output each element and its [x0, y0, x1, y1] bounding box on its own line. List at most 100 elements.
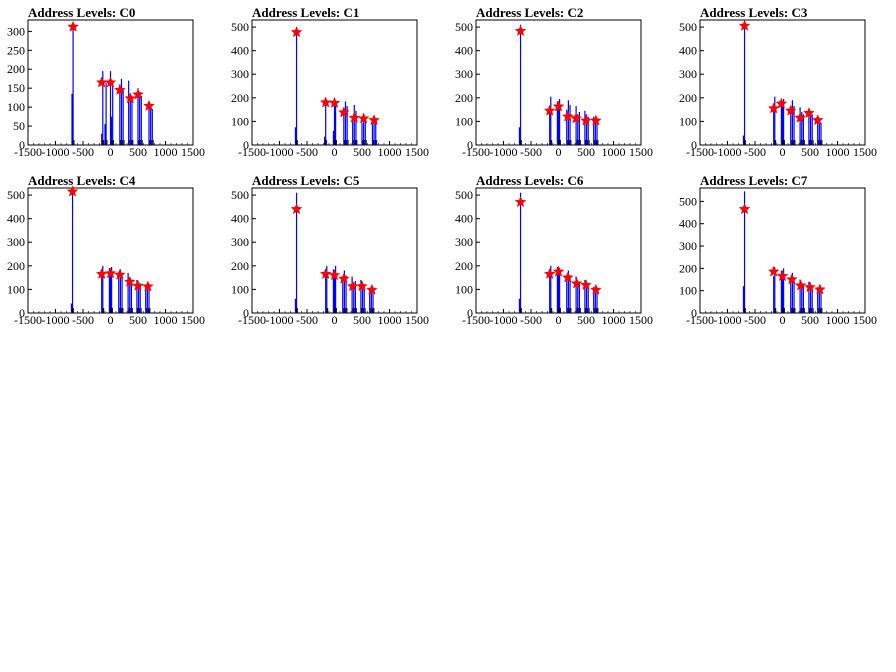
peak-marker	[738, 19, 751, 31]
x-tick-label: -1000	[490, 313, 518, 327]
x-tick-label: -500	[520, 313, 542, 327]
y-tick-label: 400	[679, 217, 697, 231]
histogram-plot: -1500 -1000 -500 0 500 1000 1500 0 100 200 300 400 5…	[7, 185, 205, 327]
y-tick-label: 100	[231, 114, 249, 128]
peak-marker	[337, 272, 350, 284]
histogram-panel-2: Address Levels: C2 -1500 -1000 -500 0 500 1000…	[448, 0, 672, 168]
x-tick-label: -1000	[42, 313, 70, 327]
peak-marker	[290, 203, 303, 215]
peak-marker	[775, 97, 788, 109]
histogram-plot: -1500 -1000 -500 0 500 1000 1500 0 100 200 300 400 5…	[679, 187, 877, 327]
peak-marker	[95, 76, 108, 88]
x-tick-label: -500	[520, 145, 542, 159]
y-tick-label: 400	[679, 44, 697, 58]
x-tick-label: 1500	[181, 313, 205, 327]
y-tick-label: 400	[231, 44, 249, 58]
panel-title: Address Levels: C1	[252, 5, 360, 20]
y-tick-label: 400	[7, 212, 25, 226]
y-tick-label: 100	[7, 100, 25, 114]
y-tick-label: 200	[231, 91, 249, 105]
y-tick-label: 200	[679, 261, 697, 275]
y-tick-label: 500	[231, 188, 249, 202]
x-tick-label: -1500	[462, 313, 490, 327]
x-tick-label: -500	[296, 313, 318, 327]
panel-title: Address Levels: C2	[476, 5, 584, 20]
x-tick-label: -500	[744, 313, 766, 327]
x-tick-label: -1000	[266, 145, 294, 159]
peak-marker	[113, 83, 126, 96]
x-tick-label: -1500	[14, 313, 42, 327]
peak-marker	[348, 111, 361, 123]
histogram-panel-7: Address Levels: C7 -1500 -1000 -500 0 500 1000…	[672, 168, 896, 336]
x-tick-label: 1000	[378, 313, 402, 327]
peak-marker	[590, 283, 602, 295]
peak-marker	[570, 112, 582, 124]
y-tick-label: 0	[243, 306, 249, 320]
y-tick-label: 300	[7, 24, 25, 38]
histogram-panel-5: Address Levels: C5 -1500 -1000 -500 0 500 1000…	[224, 168, 448, 336]
peak-marker	[290, 26, 303, 38]
y-tick-label: 0	[243, 138, 249, 152]
histogram-panel-4: Address Levels: C4 -1500 -1000 -500 0 500 1000…	[0, 168, 224, 336]
peak-marker	[67, 20, 79, 32]
x-tick-label: -1000	[490, 145, 518, 159]
peak-marker	[738, 203, 751, 215]
peak-marker	[328, 269, 341, 281]
x-tick-label: 500	[129, 145, 147, 159]
x-tick-label: 0	[556, 145, 562, 159]
y-tick-label: 150	[7, 81, 25, 95]
peak-marker	[319, 267, 332, 280]
x-tick-label: 500	[353, 145, 371, 159]
panel-title: Address Levels: C4	[28, 173, 136, 188]
histogram-panel-1: Address Levels: C1 -1500 -1000 -500 0 500 1000…	[224, 0, 448, 168]
x-tick-label: -1500	[686, 313, 714, 327]
y-tick-label: 0	[467, 138, 473, 152]
y-tick-label: 200	[231, 259, 249, 273]
peak-marker	[784, 104, 797, 116]
histogram-panel-6: Address Levels: C6 -1500 -1000 -500 0 500 1000…	[448, 168, 672, 336]
y-tick-label: 400	[231, 212, 249, 226]
peak-marker	[328, 96, 341, 109]
address-levels-grid: Address Levels: C0 -1500 -1000 -500 0 500 1000…	[0, 0, 896, 336]
x-tick-label: 1500	[405, 313, 429, 327]
x-tick-label: -1500	[238, 313, 266, 327]
peak-marker	[142, 280, 154, 292]
y-tick-label: 500	[679, 20, 697, 34]
x-tick-label: 500	[577, 145, 595, 159]
x-tick-label: 0	[780, 145, 786, 159]
peak-marker	[785, 273, 798, 285]
y-tick-label: 300	[231, 67, 249, 81]
peak-marker	[804, 281, 816, 293]
histogram-plot: -1500 -1000 -500 0 500 1000 1500 0 100 200 300 400 5…	[455, 19, 653, 159]
histogram-panel-3: Address Levels: C3 -1500 -1000 -500 0 500 1000…	[672, 0, 896, 168]
peak-marker	[356, 280, 368, 292]
peak-marker	[580, 114, 592, 126]
peak-marker	[811, 114, 824, 126]
panel-title: Address Levels: C0	[28, 5, 136, 20]
y-tick-label: 200	[7, 259, 25, 273]
x-tick-label: -1000	[714, 313, 742, 327]
histogram-panel-0: Address Levels: C0 -1500 -1000 -500 0 500 1000…	[0, 0, 224, 168]
x-tick-label: 500	[801, 313, 819, 327]
peak-marker	[814, 283, 826, 295]
x-tick-label: -1500	[238, 145, 266, 159]
y-tick-label: 400	[455, 212, 473, 226]
peak-marker	[124, 92, 137, 104]
y-tick-label: 200	[455, 91, 473, 105]
y-tick-label: 0	[691, 138, 697, 152]
y-tick-label: 200	[679, 91, 697, 105]
histogram-plot: -1500 -1000 -500 0 500 1000 1500 0 100 200 300 400 5…	[455, 187, 653, 327]
y-tick-label: 50	[13, 119, 25, 133]
peak-marker	[543, 104, 556, 116]
y-tick-label: 0	[691, 306, 697, 320]
x-tick-label: 1500	[853, 145, 877, 159]
y-tick-label: 100	[455, 282, 473, 296]
peak-marker	[143, 99, 155, 111]
x-tick-label: 1000	[826, 313, 850, 327]
x-tick-label: 1500	[181, 145, 205, 159]
y-tick-label: 100	[7, 282, 25, 296]
histogram-plot: -1500 -1000 -500 0 500 1000 1500 0 50 100 150 200 25…	[7, 19, 205, 159]
x-tick-label: 500	[353, 313, 371, 327]
peak-marker	[543, 267, 556, 280]
x-tick-label: 1500	[405, 145, 429, 159]
